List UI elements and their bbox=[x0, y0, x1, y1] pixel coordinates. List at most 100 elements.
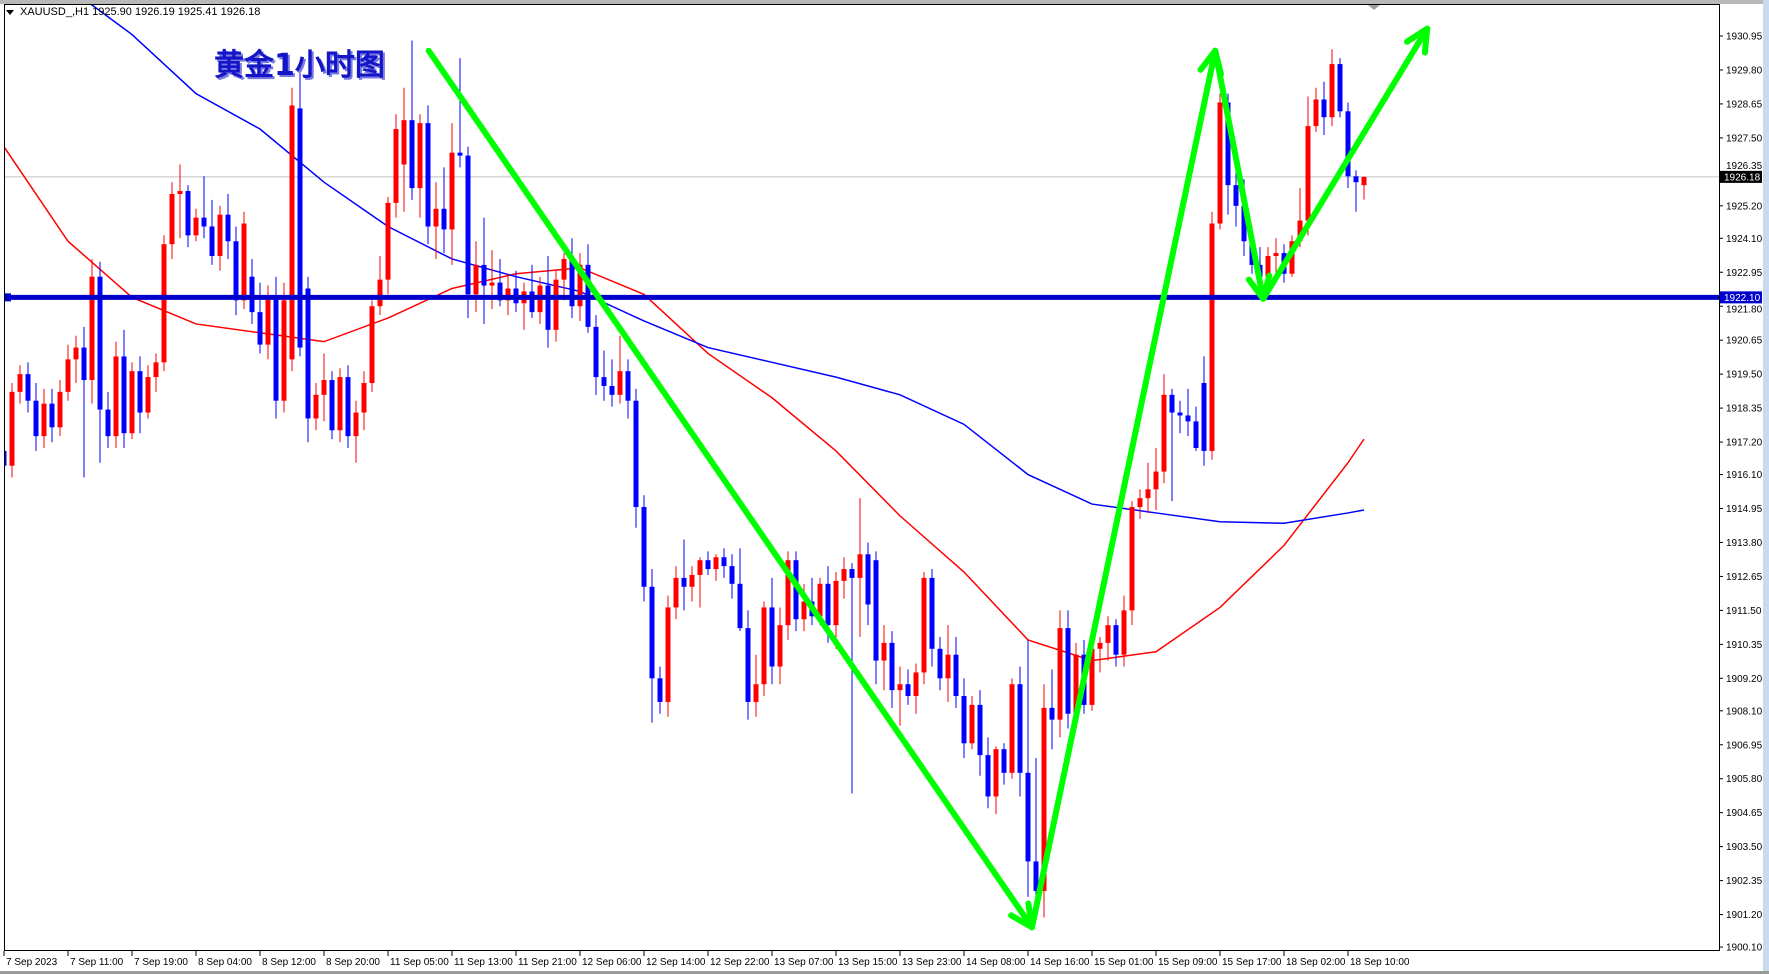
triangle-down-icon[interactable] bbox=[6, 9, 14, 15]
candle-body bbox=[545, 285, 551, 330]
candle-body bbox=[609, 385, 615, 395]
x-tick-label: 8 Sep 20:00 bbox=[326, 957, 380, 968]
candle bbox=[1313, 87, 1319, 132]
candle-body bbox=[601, 377, 607, 386]
candle bbox=[1273, 238, 1279, 274]
candle bbox=[1105, 616, 1111, 661]
x-tick-label: 12 Sep 14:00 bbox=[646, 957, 706, 968]
candle bbox=[929, 569, 935, 667]
x-tick-label: 11 Sep 21:00 bbox=[518, 957, 577, 968]
candle-body bbox=[889, 642, 895, 691]
candle bbox=[1321, 81, 1327, 135]
candle-body bbox=[817, 583, 823, 617]
x-tick-label: 15 Sep 09:00 bbox=[1158, 957, 1218, 968]
candle-body bbox=[1209, 223, 1215, 451]
candle bbox=[1097, 636, 1103, 673]
candle bbox=[89, 258, 95, 404]
candle-body bbox=[921, 577, 927, 673]
candle-body bbox=[1097, 642, 1103, 649]
candle-body bbox=[897, 684, 903, 691]
candle bbox=[137, 356, 143, 434]
candle-body bbox=[721, 557, 727, 567]
chart-shift-marker[interactable] bbox=[1368, 5, 1380, 10]
candle-body bbox=[65, 359, 71, 392]
x-tick-label: 13 Sep 15:00 bbox=[838, 957, 898, 968]
candle bbox=[737, 548, 743, 632]
candle-body bbox=[489, 282, 495, 286]
candle-body bbox=[417, 123, 423, 189]
candle-body bbox=[745, 628, 751, 702]
candle bbox=[1217, 93, 1223, 230]
candle bbox=[649, 569, 655, 723]
candle bbox=[129, 362, 135, 440]
candle-body bbox=[857, 554, 863, 578]
candle bbox=[985, 737, 991, 809]
candle bbox=[337, 368, 343, 443]
candle bbox=[1177, 400, 1183, 434]
candle-body bbox=[1161, 394, 1167, 472]
y-tick-label: 1926.35 bbox=[1726, 161, 1763, 172]
candle bbox=[1345, 102, 1351, 189]
y-tick-label: 1930.95 bbox=[1726, 32, 1763, 43]
candle-body bbox=[505, 288, 511, 301]
candle-body bbox=[41, 403, 47, 437]
candle-body bbox=[1345, 111, 1351, 177]
candle-body bbox=[337, 377, 343, 431]
candle-body bbox=[841, 569, 847, 581]
y-tick-label: 1905.80 bbox=[1726, 774, 1763, 785]
candle-body bbox=[953, 654, 959, 697]
candle-body bbox=[1121, 610, 1127, 655]
candle-body bbox=[1321, 99, 1327, 118]
candle-body bbox=[1113, 625, 1119, 655]
y-tick-label: 1919.50 bbox=[1726, 370, 1763, 381]
candle bbox=[761, 601, 767, 697]
candle-body bbox=[969, 704, 975, 744]
y-tick-label: 1916.10 bbox=[1726, 470, 1763, 481]
candle bbox=[601, 350, 607, 401]
candle bbox=[1361, 176, 1367, 200]
candle-body bbox=[25, 374, 31, 401]
candle-body bbox=[865, 554, 871, 605]
candle bbox=[49, 388, 55, 443]
candle bbox=[113, 341, 119, 448]
candle bbox=[937, 636, 943, 691]
candle bbox=[681, 539, 687, 611]
candle-body bbox=[673, 577, 679, 608]
candle bbox=[297, 69, 303, 357]
candle bbox=[1153, 447, 1159, 510]
candle-body bbox=[1153, 471, 1159, 490]
candle bbox=[193, 208, 199, 242]
x-tick-label: 7 Sep 2023 bbox=[6, 957, 58, 968]
candle bbox=[201, 176, 207, 239]
candle-body bbox=[233, 241, 239, 301]
x-tick-label: 15 Sep 17:00 bbox=[1222, 957, 1282, 968]
candle bbox=[9, 383, 15, 478]
candle-body bbox=[1225, 102, 1231, 186]
y-tick-label: 1918.35 bbox=[1726, 404, 1763, 415]
symbol-ohlc-readout: XAUUSD_,H1 1925.90 1926.19 1925.41 1926.… bbox=[20, 6, 261, 18]
candle-body bbox=[849, 569, 855, 578]
candle-body bbox=[593, 326, 599, 378]
candle-body bbox=[481, 264, 487, 286]
candle bbox=[577, 253, 583, 321]
x-tick-label: 11 Sep 13:00 bbox=[454, 957, 513, 968]
candle bbox=[865, 542, 871, 626]
candle bbox=[473, 241, 479, 313]
candle bbox=[321, 353, 327, 422]
candle bbox=[369, 300, 375, 392]
candle-body bbox=[217, 214, 223, 257]
candle-body bbox=[73, 347, 79, 360]
candle bbox=[209, 199, 215, 265]
y-tick-label: 1903.50 bbox=[1726, 842, 1763, 853]
candle-body bbox=[225, 214, 231, 242]
y-tick-label: 1928.65 bbox=[1726, 99, 1763, 110]
candle bbox=[633, 388, 639, 528]
candle bbox=[249, 258, 255, 324]
candle-body bbox=[945, 654, 951, 679]
candle bbox=[65, 344, 71, 401]
candle-body bbox=[1137, 498, 1143, 508]
candle-body bbox=[1017, 684, 1023, 773]
candle-body bbox=[1329, 64, 1335, 118]
candle-body bbox=[657, 678, 663, 702]
